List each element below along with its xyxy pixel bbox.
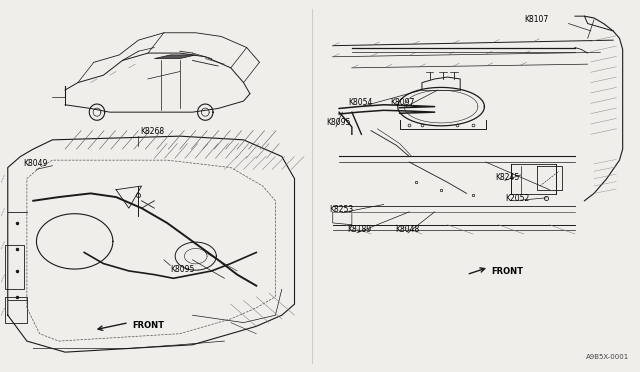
Text: FRONT: FRONT: [491, 267, 523, 276]
Text: K8097: K8097: [390, 97, 415, 107]
Bar: [4, 245, 24, 289]
Text: FRONT: FRONT: [132, 321, 164, 330]
Text: K8245: K8245: [495, 173, 520, 182]
Text: K8095: K8095: [170, 265, 195, 275]
Polygon shape: [154, 55, 196, 59]
Text: K2052: K2052: [505, 193, 529, 203]
Text: K8189: K8189: [348, 225, 372, 234]
Bar: [4, 297, 27, 323]
Text: K8048: K8048: [395, 225, 419, 234]
Text: K8049: K8049: [24, 159, 48, 168]
Text: K8253: K8253: [330, 205, 354, 214]
Text: K8054: K8054: [349, 97, 373, 107]
Text: K8268: K8268: [140, 127, 164, 136]
Text: K8095: K8095: [326, 118, 351, 127]
Text: A9B5X-0001: A9B5X-0001: [586, 354, 629, 360]
Text: K8107: K8107: [524, 15, 548, 23]
